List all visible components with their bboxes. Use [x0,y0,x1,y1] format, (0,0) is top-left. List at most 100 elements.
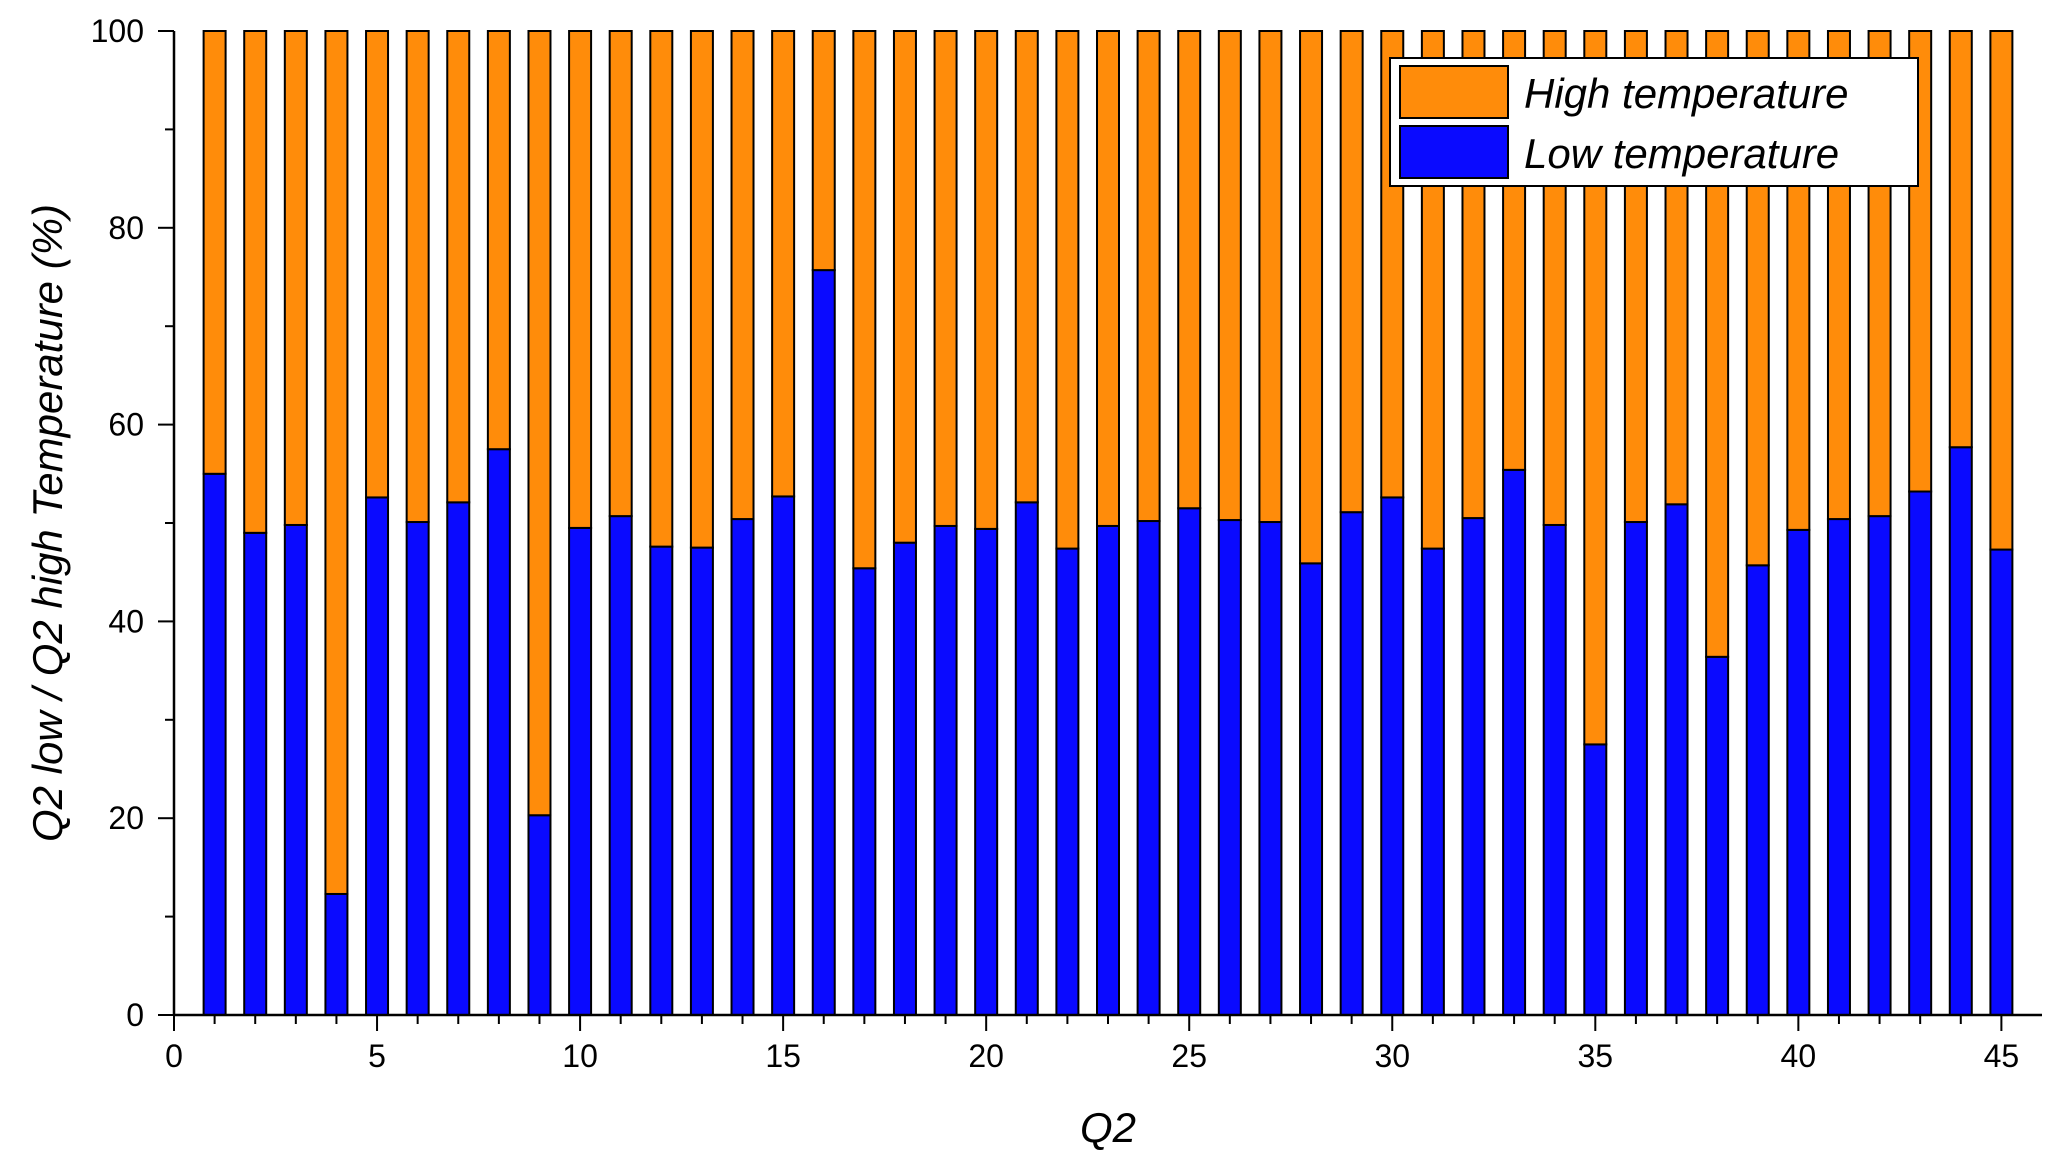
bar-low-temperature-9 [527,814,552,1016]
bar-low-temperature-15 [771,495,796,1016]
bar-low-temperature-21 [1014,501,1039,1016]
legend: High temperature Low temperature [1389,57,1919,187]
bar-low-temperature-33 [1502,468,1527,1016]
bar-high-temperature-2 [243,30,268,534]
x-tick-label: 10 [562,1038,598,1074]
bar-low-temperature-4 [324,892,349,1017]
legend-swatch-low-temperature [1399,125,1509,179]
bar-high-temperature-19 [933,30,958,527]
bar-low-temperature-20 [974,527,999,1016]
bar-low-temperature-18 [892,541,917,1016]
bar-high-temperature-9 [527,30,552,817]
bar-high-temperature-12 [649,30,674,548]
bar-low-temperature-23 [1096,524,1120,1017]
x-ticks-group: 0 5 10 15 20 25 30 35 40 45 [165,1015,2019,1074]
bar-low-temperature-13 [689,546,714,1016]
x-axis-title: Q2 [1080,1104,1136,1151]
x-tick-label: 40 [1781,1038,1817,1074]
bar-low-temperature-14 [730,518,755,1017]
bar-high-temperature-10 [568,30,593,529]
bar-low-temperature-29 [1339,511,1364,1017]
bar-low-temperature-34 [1542,523,1567,1017]
bar-high-temperature-27 [1258,30,1283,524]
x-tick-label: 25 [1171,1038,1207,1074]
bar-high-temperature-4 [324,30,349,895]
bar-low-temperature-39 [1745,564,1770,1016]
bar-low-temperature-38 [1705,655,1730,1016]
bar-high-temperature-5 [365,30,390,499]
bar-high-temperature-38 [1705,30,1730,658]
bar-low-temperature-8 [486,448,511,1016]
x-tick-label: 35 [1578,1038,1614,1074]
bar-low-temperature-45 [1989,548,2014,1016]
bar-low-temperature-10 [568,526,593,1016]
y-tick-label: 100 [91,13,144,49]
bar-high-temperature-28 [1299,30,1324,565]
bar-high-temperature-20 [974,30,999,530]
bar-low-temperature-32 [1461,517,1486,1017]
bar-high-temperature-23 [1096,30,1120,527]
x-tick-label: 45 [1984,1038,2020,1074]
bar-low-temperature-16 [811,269,836,1016]
bar-low-temperature-35 [1583,743,1608,1017]
bar-high-temperature-3 [283,30,308,526]
bar-low-temperature-41 [1826,518,1851,1017]
bar-low-temperature-19 [933,524,958,1017]
bar-high-temperature-24 [1136,30,1161,523]
x-tick-label: 20 [968,1038,1004,1074]
bar-high-temperature-8 [486,30,511,451]
x-tick-label: 15 [765,1038,801,1074]
bar-low-temperature-30 [1380,496,1405,1016]
legend-label-high-temperature: High temperature [1524,70,1849,117]
bar-low-temperature-25 [1177,507,1202,1016]
bar-high-temperature-26 [1217,30,1242,522]
bar-low-temperature-6 [405,521,430,1016]
bar-high-temperature-25 [1177,30,1202,510]
y-tick-label: 40 [108,603,144,639]
y-tick-label: 20 [108,800,144,836]
legend-swatch-high-temperature [1399,65,1509,119]
y-tick-label: 0 [126,997,144,1033]
bar-low-temperature-26 [1217,519,1242,1016]
bar-low-temperature-1 [202,472,227,1016]
bar-low-temperature-40 [1786,528,1811,1016]
bar-low-temperature-43 [1908,490,1933,1016]
bar-high-temperature-44 [1948,30,1973,449]
x-tick-label: 0 [165,1038,183,1074]
bar-high-temperature-16 [811,30,836,272]
bar-low-temperature-3 [283,523,308,1017]
bar-high-temperature-35 [1583,30,1608,746]
bar-high-temperature-17 [852,30,877,570]
x-tick-label: 5 [368,1038,386,1074]
y-axis-title: Q2 low / Q2 high Temperature (%) [24,204,71,842]
bar-high-temperature-1 [202,30,227,475]
bar-high-temperature-15 [771,30,796,498]
y-ticks-group: 0 20 40 60 80 100 [91,13,174,1033]
bar-low-temperature-7 [446,501,471,1016]
bar-low-temperature-42 [1867,515,1892,1016]
bar-high-temperature-14 [730,30,755,521]
bar-low-temperature-28 [1299,562,1324,1016]
bar-high-temperature-45 [1989,30,2014,551]
bar-low-temperature-11 [608,515,633,1016]
bar-high-temperature-6 [405,30,430,524]
bar-high-temperature-7 [446,30,471,504]
bar-low-temperature-12 [649,545,674,1017]
bar-low-temperature-5 [365,496,390,1016]
bar-low-temperature-17 [852,567,877,1016]
bar-high-temperature-13 [689,30,714,549]
y-tick-label: 60 [108,407,144,443]
bar-low-temperature-24 [1136,520,1161,1016]
bar-low-temperature-2 [243,531,268,1017]
bar-high-temperature-11 [608,30,633,518]
legend-label-low-temperature: Low temperature [1524,130,1839,177]
bar-low-temperature-31 [1420,547,1445,1016]
bar-low-temperature-27 [1258,521,1283,1016]
x-tick-label: 30 [1374,1038,1410,1074]
bar-high-temperature-29 [1339,30,1364,514]
bar-high-temperature-18 [892,30,917,544]
bar-low-temperature-37 [1664,503,1689,1016]
bar-low-temperature-44 [1948,446,1973,1016]
bar-low-temperature-22 [1055,547,1080,1016]
